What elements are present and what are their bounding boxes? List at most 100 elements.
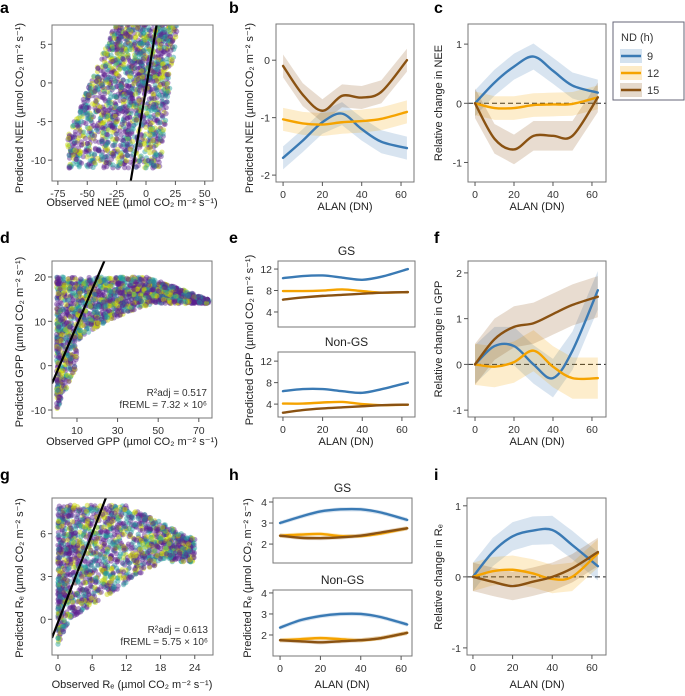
scatter-point <box>118 152 124 158</box>
scatter-point <box>71 310 77 316</box>
scatter-point <box>190 553 196 560</box>
scatter-point <box>102 111 108 117</box>
scatter-point <box>117 65 124 71</box>
scatter-point <box>149 549 155 555</box>
scatter-point <box>118 107 124 113</box>
scatter-point <box>104 534 111 540</box>
scatter-point <box>74 122 80 128</box>
scatter-point <box>110 85 116 91</box>
scatter-point <box>56 398 62 404</box>
scatter-point <box>61 322 67 328</box>
scatter-point <box>73 357 79 363</box>
scatter-point <box>163 524 169 531</box>
scatter-point <box>125 305 131 311</box>
scatter-point <box>86 579 93 585</box>
scatter-point <box>147 282 153 288</box>
scatter-point <box>67 165 73 171</box>
scatter-point <box>132 91 138 97</box>
scatter-point <box>143 112 149 118</box>
scatter-point <box>153 55 159 61</box>
scatter-point <box>152 71 159 77</box>
scatter-point <box>135 559 141 565</box>
scatter-point <box>171 28 177 34</box>
scatter-point <box>115 309 121 315</box>
scatter-point <box>148 554 154 560</box>
scatter-point <box>135 108 141 114</box>
scatter-point <box>155 163 161 170</box>
scatter-point <box>141 286 147 292</box>
scatter-point <box>166 63 172 69</box>
scatter-point <box>60 552 67 558</box>
scatter-point <box>87 82 93 88</box>
scatter-point <box>132 19 137 24</box>
scatter-point <box>154 543 160 549</box>
scatter-point <box>136 289 142 295</box>
scatter-point <box>117 556 123 562</box>
scatter-point <box>122 30 129 36</box>
scatter-point <box>195 294 201 300</box>
scatter-point <box>138 140 144 146</box>
scatter-point <box>74 161 80 167</box>
scatter-point <box>90 101 96 107</box>
scatter-point <box>139 83 145 89</box>
scatter-point <box>161 289 167 295</box>
scatter-point <box>75 297 82 303</box>
scatter-point <box>119 83 125 89</box>
scatter-point <box>119 298 125 304</box>
scatter-point <box>128 92 134 98</box>
scatter-point <box>74 116 80 122</box>
scatter-point <box>88 518 94 524</box>
scatter-point <box>67 366 73 372</box>
scatter-point <box>118 281 124 287</box>
scatter-point <box>97 301 103 307</box>
scatter-point <box>153 77 159 83</box>
x-axis-label: Observed Rₑ (µmol CO₂ m⁻² s⁻¹) <box>52 679 213 691</box>
scatter-point <box>115 286 121 292</box>
scatter-point <box>104 550 110 556</box>
scatter-point <box>64 324 70 330</box>
scatter-point <box>55 281 62 287</box>
scatter-point <box>131 41 137 47</box>
scatter-point <box>103 62 109 68</box>
scatter-point <box>136 75 142 81</box>
scatter-point <box>123 546 129 552</box>
scatter-point <box>95 303 101 309</box>
scatter-point <box>102 72 108 78</box>
scatter-point <box>55 327 62 333</box>
scatter-point <box>106 54 112 60</box>
scatter-point <box>63 294 69 300</box>
scatter-point <box>160 66 166 72</box>
scatter-point <box>101 568 107 574</box>
scatter-point <box>141 141 147 148</box>
scatter-point <box>189 292 196 298</box>
scatter-point <box>111 75 117 82</box>
scatter-point <box>141 545 147 551</box>
scatter-point <box>102 121 108 127</box>
scatter-point <box>116 509 122 515</box>
scatter-point <box>59 316 65 322</box>
scatter-point <box>110 46 116 53</box>
scatter-point <box>169 529 175 535</box>
scatter-point <box>158 293 164 299</box>
scatter-point <box>118 527 124 533</box>
scatter-point <box>107 161 113 167</box>
scatter-point <box>149 282 155 288</box>
scatter-point <box>127 291 133 297</box>
series-line-12 <box>473 349 600 381</box>
scatter-point <box>151 65 157 71</box>
scatter-point <box>185 296 191 302</box>
scatter-point <box>155 54 161 60</box>
scatter-point <box>103 295 109 301</box>
scatter-point <box>103 50 109 56</box>
scatter-point <box>63 551 69 557</box>
scatter-point <box>64 611 70 617</box>
scatter-point <box>133 74 139 80</box>
scatter-point <box>57 337 63 343</box>
scatter-point <box>172 291 178 297</box>
scatter-point <box>109 45 115 51</box>
scatter-point <box>87 82 93 88</box>
scatter-point <box>101 112 107 118</box>
scatter-point <box>106 80 112 86</box>
scatter-point <box>107 59 114 65</box>
